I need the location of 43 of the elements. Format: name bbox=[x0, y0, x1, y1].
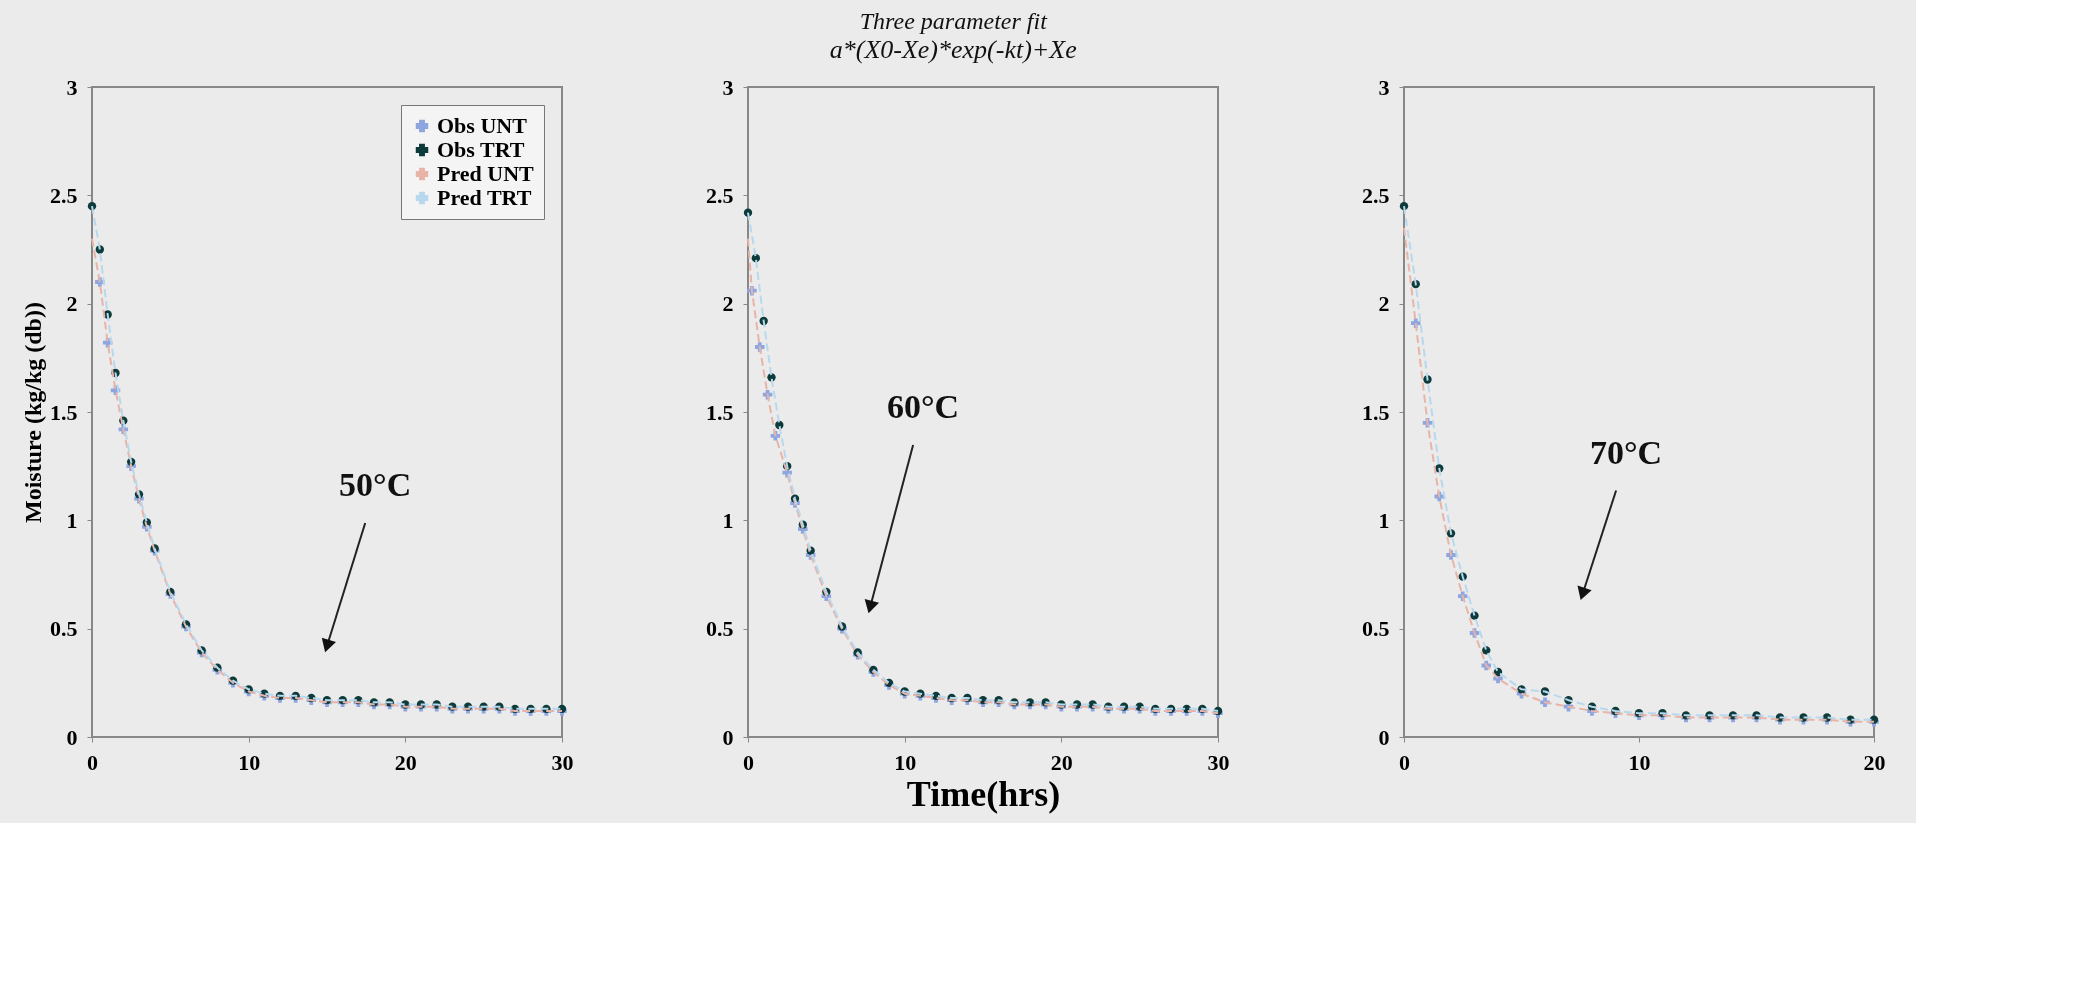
y-tick-label: 0.5 bbox=[1362, 616, 1390, 642]
legend-label: Pred TRT bbox=[437, 185, 532, 210]
y-tick-label: 0.5 bbox=[706, 616, 734, 642]
legend-label: Obs TRT bbox=[437, 137, 525, 162]
y-tick-label: 0 bbox=[66, 724, 78, 750]
y-tick-label: 0.5 bbox=[50, 616, 78, 642]
y-tick-label: 3 bbox=[1378, 74, 1390, 100]
y-tick-label: 2 bbox=[1378, 291, 1390, 317]
annotation: 70°C bbox=[1590, 433, 1663, 471]
x-tick-label: 0 bbox=[87, 749, 98, 775]
chart-subtitle: a*(X0-Xe)*exp(-kt)+Xe bbox=[829, 35, 1077, 64]
x-tick-label: 30 bbox=[551, 749, 574, 775]
y-tick-label: 3 bbox=[722, 74, 734, 100]
x-tick-label: 30 bbox=[1207, 749, 1230, 775]
x-tick-label: 0 bbox=[743, 749, 754, 775]
y-tick-label: 1.5 bbox=[50, 399, 78, 425]
y-tick-label: 1 bbox=[66, 507, 78, 533]
y-tick-label: 1 bbox=[1378, 507, 1390, 533]
x-tick-label: 10 bbox=[1628, 749, 1651, 775]
y-tick-label: 2.5 bbox=[706, 182, 734, 208]
legend-label: Pred UNT bbox=[437, 161, 535, 186]
y-tick-label: 2.5 bbox=[50, 182, 78, 208]
y-tick-label: 2 bbox=[722, 291, 734, 317]
y-tick-label: 2 bbox=[66, 291, 78, 317]
x-tick-label: 20 bbox=[1863, 749, 1886, 775]
legend-label: Obs UNT bbox=[437, 113, 528, 138]
y-tick-label: 3 bbox=[66, 74, 78, 100]
annotation: 50°C bbox=[339, 466, 412, 503]
chart-title: Three parameter fit bbox=[859, 8, 1049, 34]
y-axis-title: Moisture (kg/kg (db)) bbox=[20, 302, 46, 523]
y-tick-label: 1.5 bbox=[1362, 399, 1390, 425]
y-tick-label: 2.5 bbox=[1362, 182, 1390, 208]
y-tick-label: 0 bbox=[722, 724, 734, 750]
x-tick-label: 0 bbox=[1399, 749, 1410, 775]
y-tick-label: 1.5 bbox=[706, 399, 734, 425]
x-tick-label: 20 bbox=[1050, 749, 1073, 775]
y-tick-label: 1 bbox=[722, 507, 734, 533]
y-tick-label: 0 bbox=[1378, 724, 1390, 750]
x-axis-title: Time(hrs) bbox=[906, 773, 1061, 814]
x-tick-label: 10 bbox=[238, 749, 261, 775]
x-tick-label: 20 bbox=[394, 749, 417, 775]
x-tick-label: 10 bbox=[894, 749, 917, 775]
annotation: 60°C bbox=[887, 388, 960, 425]
